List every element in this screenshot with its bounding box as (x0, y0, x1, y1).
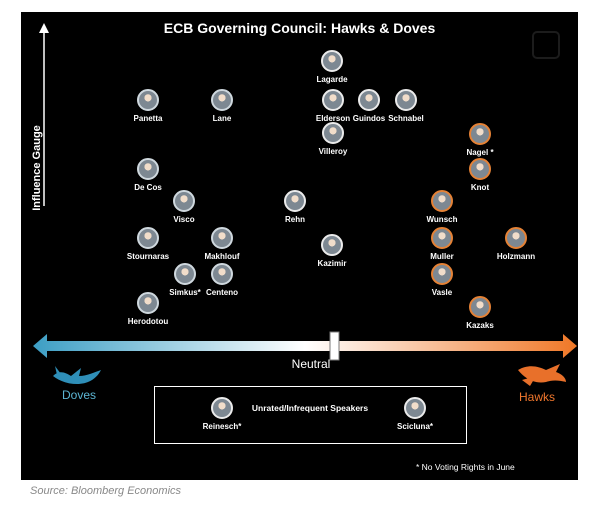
member-villeroy: Villeroy (298, 122, 368, 156)
portrait-icon (431, 227, 453, 249)
member-lane: Lane (187, 89, 257, 123)
member-knot: Knot (445, 158, 515, 192)
portrait-icon (284, 190, 306, 212)
member-kazaks: Kazaks (445, 296, 515, 330)
member-vasle: Vasle (407, 263, 477, 297)
chart-title: ECB Governing Council: Hawks & Doves (163, 20, 436, 36)
member-kazimir: Kazimir (297, 234, 367, 268)
member-name: Guindos (352, 114, 386, 123)
member-name: Schnabel (388, 114, 424, 123)
member-name: Elderson (315, 114, 351, 123)
portrait-icon (322, 122, 344, 144)
member-name: Stournaras (126, 252, 170, 261)
member-name: Rehn (285, 215, 305, 224)
member-makhlouf: Makhlouf (187, 227, 257, 261)
unrated-speakers-box: Unrated/Infrequent Speakers Reinesch* Sc… (154, 386, 467, 444)
member-guindos: Guindos (334, 89, 404, 123)
y-axis-arrow (39, 23, 49, 206)
portrait-icon (469, 123, 491, 145)
portrait-icon (404, 397, 426, 419)
doves-label: Doves (61, 388, 96, 402)
portrait-icon (322, 89, 344, 111)
portrait-icon (211, 397, 233, 419)
member-name: Kazaks (466, 321, 494, 330)
chart-panel: ECB Governing Council: Hawks & Doves Inf… (21, 12, 578, 480)
member-wunsch: Wunsch (407, 190, 477, 224)
portrait-icon (211, 227, 233, 249)
member-name: Scicluna* (396, 422, 433, 431)
member-name: Nagel * (466, 148, 494, 157)
portrait-icon (174, 263, 196, 285)
member-visco: Visco (149, 190, 219, 224)
member-name: Makhlouf (204, 252, 240, 261)
member-name: Villeroy (318, 147, 348, 156)
footnote: * No Voting Rights in June (416, 462, 515, 472)
member-name: Lane (212, 114, 232, 123)
member-muller: Muller (407, 227, 477, 261)
portrait-icon (137, 89, 159, 111)
dove-icon (53, 366, 101, 384)
member-herodotou: Herodotou (113, 292, 183, 326)
member-name: Herodotou (127, 317, 169, 326)
portrait-icon (137, 158, 159, 180)
member-stournaras: Stournaras (113, 227, 183, 261)
member-schnabel: Schnabel (371, 89, 441, 123)
portrait-icon (395, 89, 417, 111)
portrait-icon (469, 296, 491, 318)
portrait-icon (431, 263, 453, 285)
member-name: Reinesch* (202, 422, 242, 431)
source-caption: Source: Bloomberg Economics (30, 485, 182, 497)
member-rehn: Rehn (260, 190, 330, 224)
member-name: Kazimir (317, 259, 347, 268)
portrait-icon (211, 263, 233, 285)
portrait-icon (137, 227, 159, 249)
member-name: Knot (470, 183, 490, 192)
member-name: De Cos (134, 183, 162, 192)
member-elderson: Elderson (298, 89, 368, 123)
member-name: Wunsch (426, 215, 458, 224)
member-lagarde: Lagarde (297, 50, 367, 84)
member-name: Centeno (206, 288, 238, 297)
member-name: Muller (430, 252, 454, 261)
member-simkus: Simkus* (150, 263, 220, 297)
portrait-icon (358, 89, 380, 111)
member-de-cos: De Cos (113, 158, 183, 192)
member-name: Vasle (431, 288, 453, 297)
member-name: Lagarde (316, 75, 348, 84)
hawk-icon (518, 364, 566, 386)
portrait-icon (505, 227, 527, 249)
member-scicluna: Scicluna* (380, 397, 450, 431)
member-name: Holzmann (496, 252, 536, 261)
member-name: Panetta (133, 114, 163, 123)
portrait-icon (469, 158, 491, 180)
unrated-title: Unrated/Infrequent Speakers (251, 403, 369, 413)
member-reinesch: Reinesch* (187, 397, 257, 431)
hawks-label: Hawks (518, 390, 555, 404)
watermark-logo (532, 31, 560, 59)
portrait-icon (211, 89, 233, 111)
portrait-icon (321, 234, 343, 256)
neutral-label: Neutral (291, 357, 331, 371)
member-centeno: Centeno (187, 263, 257, 297)
portrait-icon (137, 292, 159, 314)
portrait-icon (431, 190, 453, 212)
y-axis-label: Influence Gauge (31, 125, 43, 211)
member-holzmann: Holzmann (481, 227, 551, 261)
member-nagel: Nagel * (445, 123, 515, 157)
member-name: Visco (173, 215, 195, 224)
stance-scale (33, 331, 577, 361)
member-panetta: Panetta (113, 89, 183, 123)
portrait-icon (321, 50, 343, 72)
portrait-icon (173, 190, 195, 212)
member-name: Simkus* (169, 288, 201, 297)
